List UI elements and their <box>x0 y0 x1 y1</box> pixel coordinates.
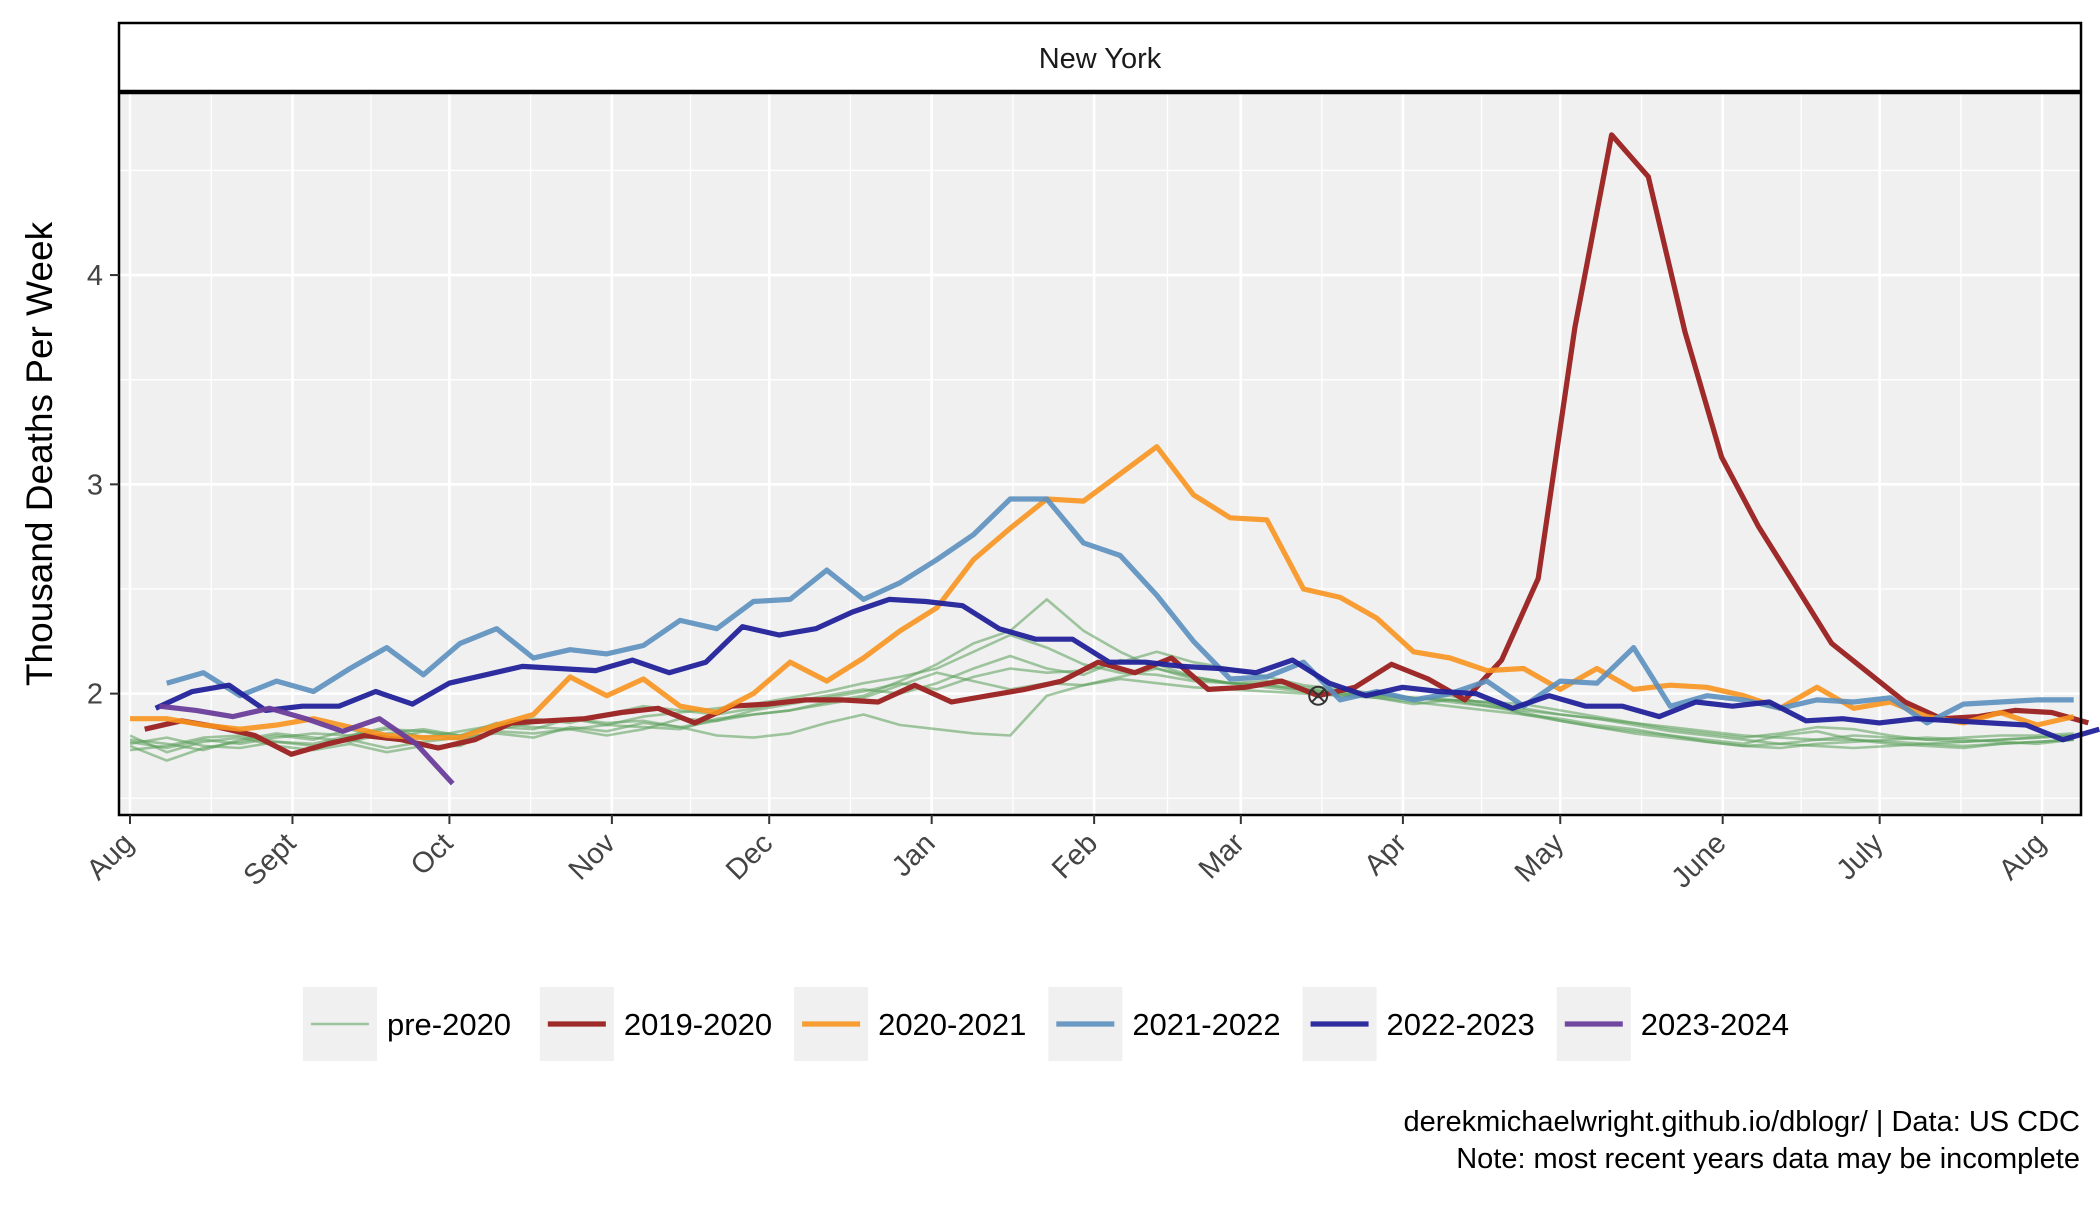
legend-label: 2023-2024 <box>1641 1007 1789 1042</box>
legend-item: 2022-2023 <box>1302 987 1535 1061</box>
caption-line2: Note: most recent years data may be inco… <box>1456 1143 2080 1175</box>
series-line-2020-2021 <box>130 444 2075 741</box>
y-axis-title: Thousand Deaths Per Week <box>19 221 60 686</box>
legend-label: 2020-2021 <box>878 1007 1026 1042</box>
facet-title: New York <box>1039 43 1162 75</box>
x-tick-label: July <box>1831 827 1890 886</box>
y-tick-label: 4 <box>87 260 103 292</box>
y-axis: 2 3 4 <box>87 260 119 711</box>
series-line-2019-2020 <box>144 132 2090 757</box>
marker-cross-b <box>1310 688 1326 703</box>
series-line-pre-2020 <box>129 633 2074 752</box>
x-tick-label: Jan <box>886 827 942 883</box>
x-tick-label: Sept <box>238 827 303 892</box>
x-tick-label: Oct <box>405 827 460 882</box>
legend-item: 2020-2021 <box>794 987 1026 1061</box>
legend-item: 2019-2020 <box>539 987 772 1061</box>
x-tick-label: Aug <box>81 827 140 886</box>
x-tick-label: Feb <box>1046 827 1104 885</box>
legend: pre-2020 2019-2020 2020-2021 2021-2022 2022-… <box>302 987 1789 1061</box>
x-tick-label: Mar <box>1193 827 1251 885</box>
x-axis: Aug Sept Oct Nov Dec Jan Feb Mar Apr May June July A… <box>81 815 2052 894</box>
marker-circle <box>1308 685 1329 706</box>
series-line-2022-2023 <box>154 596 2100 743</box>
x-tick-label: Apr <box>1358 827 1413 882</box>
series-line-2023-2024 <box>159 703 455 786</box>
y-tick-label: 3 <box>87 469 103 501</box>
caption-line1: derekmichaelwright.github.io/dblogr/ | D… <box>1404 1106 2080 1138</box>
marker-layer <box>1308 685 1329 706</box>
legend-label: 2019-2020 <box>624 1007 772 1042</box>
grid-major <box>119 93 2081 815</box>
facet-strip <box>117 21 2083 93</box>
x-tick-label: Nov <box>563 827 622 886</box>
legend-label: pre-2020 <box>387 1007 511 1042</box>
x-tick-label: June <box>1666 827 1733 894</box>
legend-label: 2022-2023 <box>1387 1007 1535 1042</box>
series-layer <box>129 132 2100 786</box>
legend-item: pre-2020 <box>302 987 511 1061</box>
plot-panel-border <box>117 91 2083 817</box>
x-tick-label: Aug <box>1993 827 2052 886</box>
legend-item: 2023-2024 <box>1556 987 1789 1061</box>
x-tick-label: Dec <box>720 827 779 886</box>
legend-item: 2021-2022 <box>1048 987 1281 1061</box>
y-tick-label: 2 <box>87 679 103 711</box>
x-tick-label: May <box>1509 827 1571 889</box>
legend-label: 2021-2022 <box>1132 1007 1280 1042</box>
